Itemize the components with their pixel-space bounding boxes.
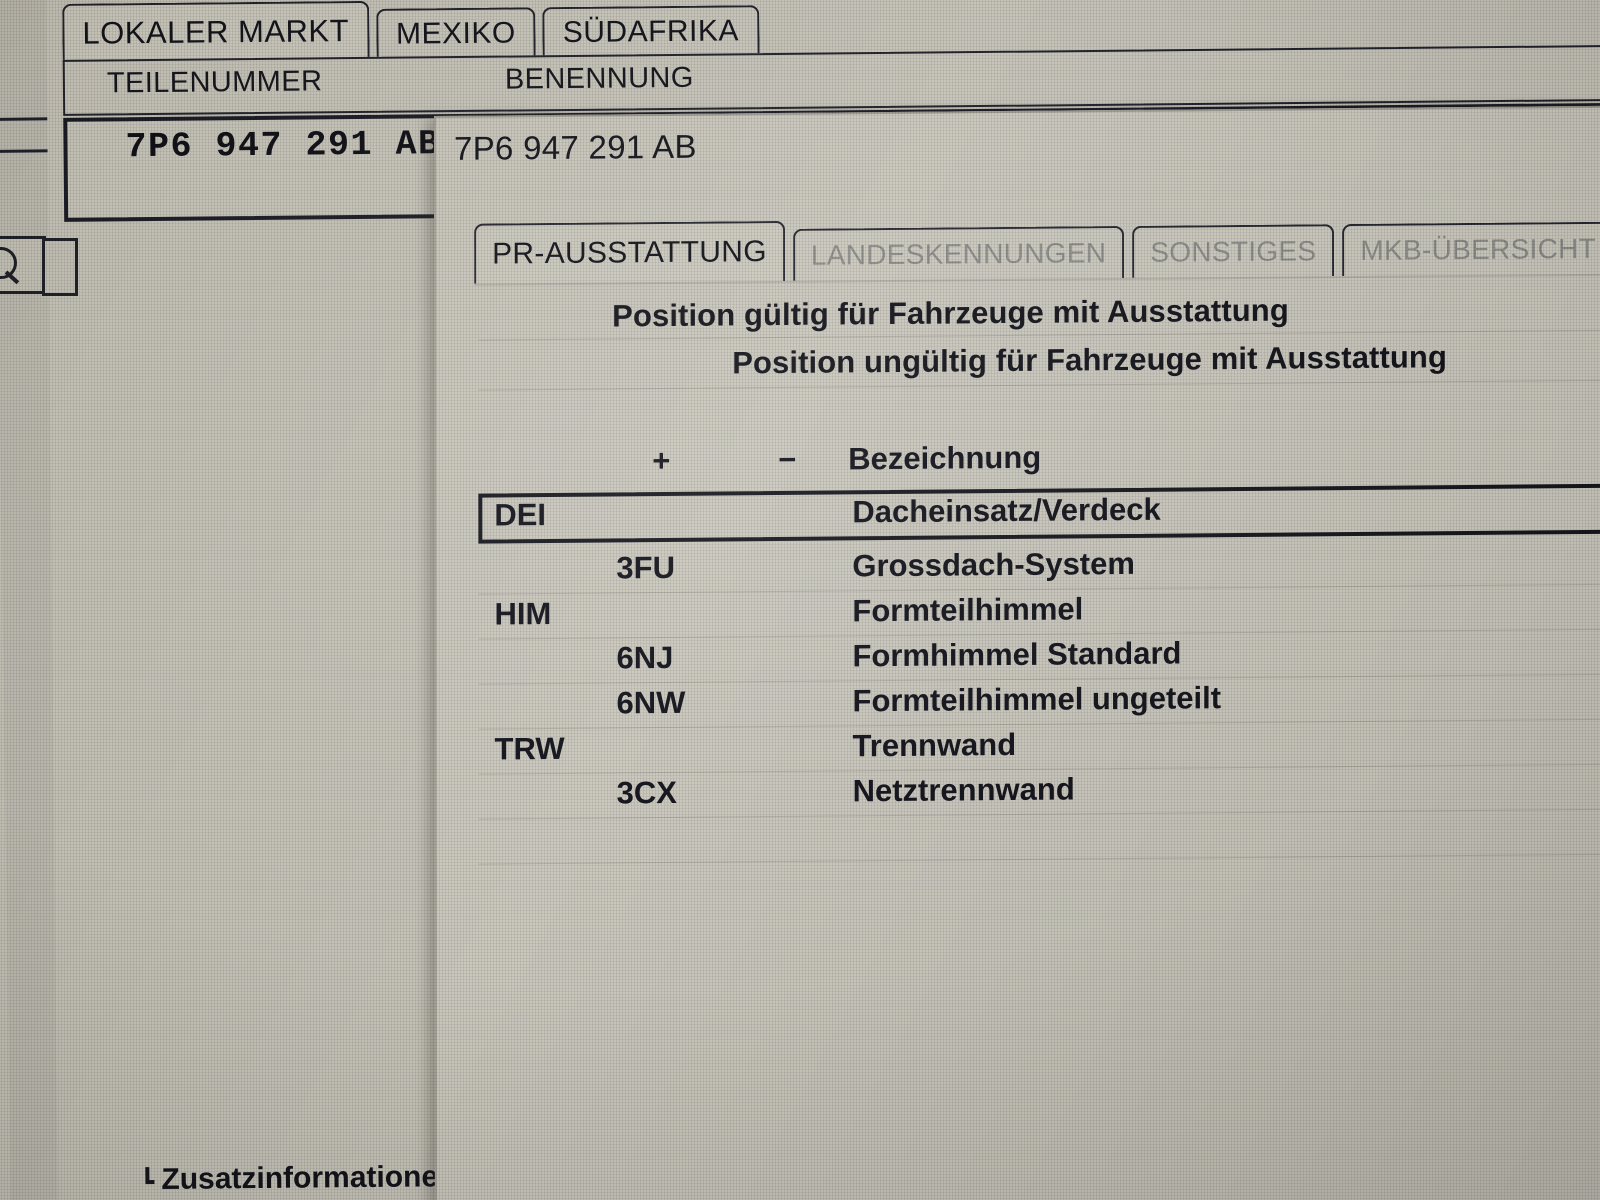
cell-pr-minus: 6NJ bbox=[616, 639, 674, 676]
tab-sonstiges[interactable]: SONSTIGES bbox=[1132, 224, 1335, 278]
column-header-description: Bezeichnung bbox=[848, 439, 1042, 477]
tab-mkb-uebersicht[interactable]: MKB-ÜBERSICHT bbox=[1342, 221, 1600, 277]
cell-pr-minus: 3CX bbox=[616, 774, 677, 811]
cell-description: Grossdach-System bbox=[852, 545, 1135, 584]
table-row-empty[interactable] bbox=[478, 810, 1600, 865]
tab-lokaler-markt[interactable]: LOKALER MARKT bbox=[62, 0, 370, 62]
market-tabstrip: LOKALER MARKT MEXIKO SÜDAFRIKA bbox=[62, 0, 760, 62]
legend-rule-2 bbox=[478, 379, 1600, 391]
column-header-plus: + bbox=[652, 442, 671, 479]
cell-pr-minus: 3FU bbox=[616, 549, 675, 586]
legend-position-invalid: Position ungültig für Fahrzeuge mit Auss… bbox=[732, 339, 1447, 381]
dialog-tabstrip: PR-AUSSTATTUNG LANDESKENNUNGEN SONSTIGES… bbox=[474, 215, 1600, 284]
cell-pr-plus: TRW bbox=[494, 730, 565, 767]
table-row[interactable]: DEI Dacheinsatz/Verdeck bbox=[478, 483, 1600, 544]
search-icon bbox=[0, 247, 17, 279]
cell-pr-minus: 6NW bbox=[616, 684, 686, 721]
groupbox-title: Zusatzinformationen bbox=[154, 1160, 464, 1198]
row-separator bbox=[478, 853, 1600, 865]
dialog-title: 7P6 947 291 AB bbox=[454, 127, 697, 167]
column-header-minus: − bbox=[778, 441, 797, 478]
column-header-benennung: BENENNUNG bbox=[504, 61, 694, 96]
tab-suedafrika[interactable]: SÜDAFRIKA bbox=[542, 5, 760, 58]
legend-position-valid: Position gültig für Fahrzeuge mit Aussta… bbox=[612, 292, 1289, 334]
part-number-value: 7P6 947 291 AB bbox=[125, 124, 441, 168]
column-header-teilenummer: TEILENUMMER bbox=[106, 65, 323, 100]
groupbox-corner bbox=[145, 1167, 150, 1182]
cell-description: Formteilhimmel ungeteilt bbox=[852, 680, 1222, 719]
tab-mexiko[interactable]: MEXIKO bbox=[375, 7, 536, 59]
cell-description: Formhimmel Standard bbox=[852, 635, 1182, 674]
tab-pr-ausstattung[interactable]: PR-AUSSTATTUNG bbox=[474, 220, 785, 284]
search-toolbar-button[interactable] bbox=[0, 236, 46, 294]
pr-options-table: + − Bezeichnung DEI Dacheinsatz/Verdeck … bbox=[478, 440, 1600, 865]
part-detail-dialog: 7P6 947 291 AB PR-AUSSTATTUNG LANDESKENN… bbox=[434, 105, 1600, 1200]
secondary-toolbar-button[interactable] bbox=[42, 238, 78, 296]
cell-description: Formteilhimmel bbox=[852, 591, 1084, 629]
cell-description: Trennwand bbox=[852, 726, 1017, 764]
cell-description: Dacheinsatz/Verdeck bbox=[852, 491, 1161, 530]
tab-landeskennungen[interactable]: LANDESKENNUNGEN bbox=[792, 225, 1125, 281]
cell-pr-plus: DEI bbox=[494, 497, 547, 533]
cell-pr-plus: HIM bbox=[494, 595, 552, 632]
cell-description: Netztrennwand bbox=[852, 771, 1075, 809]
